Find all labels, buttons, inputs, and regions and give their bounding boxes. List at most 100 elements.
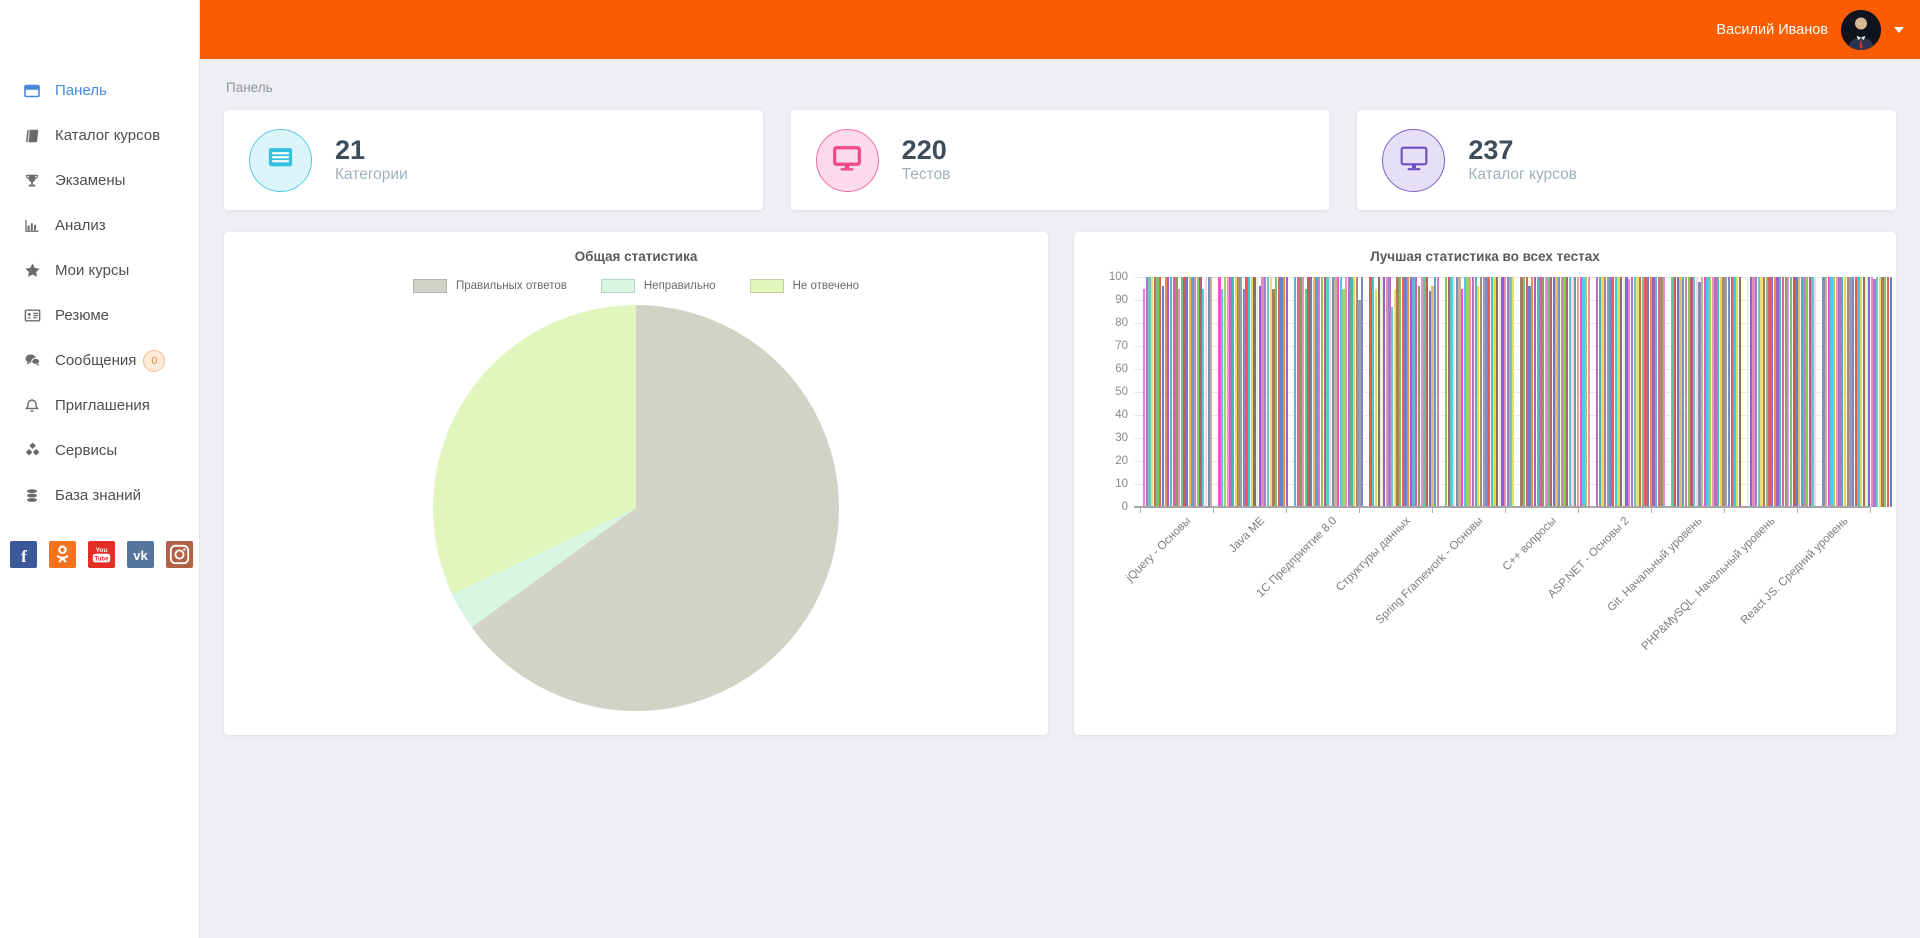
stat-icon-circle <box>1382 128 1446 192</box>
bar <box>1199 277 1202 507</box>
bar <box>1657 277 1661 507</box>
bar <box>1239 277 1243 507</box>
pie-chart-title: Общая статистика <box>574 249 698 264</box>
y-axis-tick-label: 30 <box>1115 432 1128 444</box>
sidebar-item-label: Сообщения <box>55 352 137 369</box>
bar <box>1803 277 1806 507</box>
bar <box>1652 277 1655 507</box>
youtube-icon[interactable]: You Tube <box>88 541 115 568</box>
bar <box>1555 277 1558 507</box>
bar <box>1870 277 1874 507</box>
bar <box>1806 277 1809 507</box>
bar <box>1733 277 1736 507</box>
bar <box>1234 277 1237 507</box>
bar <box>1544 277 1547 507</box>
x-axis-tick <box>1578 507 1579 513</box>
bar <box>1204 277 1208 507</box>
bar <box>1603 277 1607 507</box>
bar <box>1760 277 1763 507</box>
bar <box>1730 277 1733 507</box>
bar <box>1717 277 1720 507</box>
bar <box>1377 277 1380 507</box>
sidebar-item-exams[interactable]: Экзамены <box>0 158 199 203</box>
x-axis-tick <box>1359 507 1360 513</box>
x-axis-category-label: PHP&MySQL. Начальный уровень <box>1639 515 1778 653</box>
messages-badge: 0 <box>143 349 166 372</box>
y-axis-tick-label: 70 <box>1115 340 1128 352</box>
bar <box>1576 277 1580 507</box>
bar <box>1388 277 1391 507</box>
bar <box>1164 277 1167 507</box>
bar <box>1167 277 1170 507</box>
sidebar-nav: Панель Каталог курсов Экзамены Анализ Мои ку… <box>0 68 199 518</box>
bar <box>1447 277 1450 507</box>
odnoklassniki-icon[interactable] <box>49 541 76 568</box>
user-avatar[interactable] <box>1841 9 1881 50</box>
y-axis-tick-label: 10 <box>1115 478 1128 490</box>
x-axis-tick <box>1797 507 1798 513</box>
bar <box>1280 277 1283 507</box>
stat-value: 237 <box>1468 134 1514 165</box>
bar <box>1417 286 1421 507</box>
sidebar-item-messages[interactable]: Сообщения 0 <box>0 338 199 383</box>
bar <box>1161 286 1165 507</box>
y-axis-tick-label: 90 <box>1115 294 1128 306</box>
monitor-filled-icon <box>831 142 863 179</box>
facebook-icon[interactable]: f <box>10 541 37 568</box>
bar <box>1393 288 1396 507</box>
sidebar-item-course-catalog[interactable]: Каталог курсов <box>0 113 199 158</box>
bar <box>1646 277 1650 507</box>
bar <box>1207 277 1210 507</box>
bar <box>1749 277 1752 507</box>
bar <box>1722 277 1725 507</box>
bar <box>1450 277 1453 507</box>
bar <box>1886 277 1890 507</box>
bar <box>1493 277 1496 507</box>
bar <box>1862 277 1865 507</box>
bar-group <box>1291 277 1366 507</box>
sidebar-item-my-courses[interactable]: Мои курсы <box>0 248 199 293</box>
database-icon <box>21 488 43 504</box>
bar <box>1425 277 1429 507</box>
bar <box>1563 277 1566 507</box>
bar <box>1838 277 1841 507</box>
sidebar-item-knowledge-base[interactable]: База знаний <box>0 473 199 518</box>
bar <box>1358 300 1361 507</box>
bar <box>1609 277 1612 507</box>
star-icon <box>21 262 43 279</box>
bar <box>1857 277 1860 507</box>
sidebar-item-services[interactable]: Сервисы <box>0 428 199 473</box>
bar <box>1409 277 1413 507</box>
bar <box>1873 279 1876 507</box>
instagram-icon[interactable] <box>166 541 193 568</box>
bar <box>1172 277 1175 507</box>
bar <box>1304 288 1308 507</box>
stat-cards-row: 21 Категории 220 Тестов 237 Каталог курсов <box>224 110 1897 210</box>
bar <box>1143 288 1146 507</box>
sidebar-item-dashboard[interactable]: Панель <box>0 68 199 113</box>
sidebar-item-invitations[interactable]: Приглашения <box>0 383 199 428</box>
sidebar-item-resume[interactable]: Резюме <box>0 293 199 338</box>
sidebar-item-analysis[interactable]: Анализ <box>0 203 199 248</box>
bar <box>1851 277 1855 507</box>
bar <box>1431 286 1434 507</box>
pie-chart-legend: Правильных ответов Неправильно Не отвечено <box>224 279 1048 293</box>
list-icon <box>265 142 296 178</box>
bar <box>1318 277 1321 507</box>
pie-chart-card: Общая статистика Правильных ответов Непра… <box>224 232 1048 735</box>
legend-swatch <box>412 279 447 293</box>
bar <box>1735 277 1739 507</box>
bar <box>1415 277 1418 507</box>
bar <box>1261 277 1264 507</box>
chevron-down-icon[interactable] <box>1894 26 1904 33</box>
vk-icon[interactable]: vk <box>127 541 154 568</box>
sidebar-item-label: База знаний <box>55 487 141 504</box>
bar <box>1671 277 1674 507</box>
bar <box>1763 277 1766 507</box>
svg-text:vk: vk <box>133 548 148 563</box>
user-name: Василий Иванов <box>1716 21 1828 38</box>
bar <box>1582 277 1585 507</box>
user-menu[interactable]: Василий Иванов <box>1716 0 1904 59</box>
bar <box>1266 277 1270 507</box>
bar <box>1695 277 1698 507</box>
